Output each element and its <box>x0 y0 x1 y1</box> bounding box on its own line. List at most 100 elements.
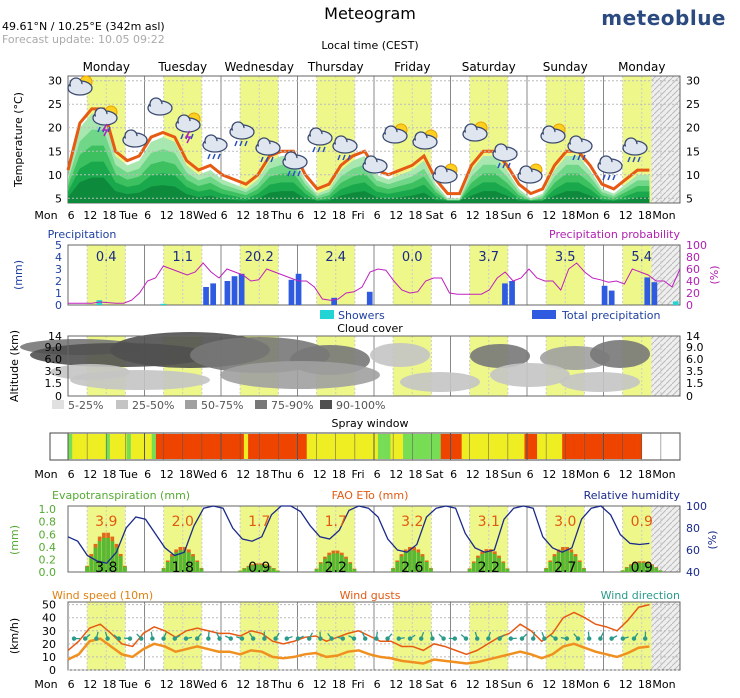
spray-cell <box>520 434 525 459</box>
spray-cell <box>394 434 400 459</box>
evap-bar <box>416 552 421 572</box>
spray-cell <box>197 434 203 459</box>
precip-bar <box>644 277 651 305</box>
x-tick-label: 6 <box>374 678 381 691</box>
cloud-y-tick-right: 6.0 <box>686 353 704 366</box>
sun-icon <box>412 129 438 150</box>
cloud-fill <box>414 138 436 148</box>
brand-logo[interactable]: meteoblue <box>601 6 726 30</box>
fao-daily-total: 3.9 <box>95 514 117 530</box>
spray-cell <box>88 434 94 459</box>
spray-cell <box>574 434 580 459</box>
evap-daily-total: 2.7 <box>554 560 576 576</box>
cloud-fill <box>149 104 171 114</box>
spray-cell <box>235 434 241 459</box>
rain-drop <box>612 174 616 181</box>
evap-bar <box>565 550 569 572</box>
x-tick-label: 12 <box>389 678 403 691</box>
evap-bar <box>118 556 123 572</box>
spray-cell <box>273 434 278 459</box>
spray-cell <box>114 434 119 459</box>
spray-cell <box>562 434 567 459</box>
x-tick-label: Fri <box>351 468 364 481</box>
precip-bar <box>366 291 373 305</box>
evap-bar <box>238 570 242 572</box>
x-tick-label: 12 <box>389 468 403 481</box>
spray-cell <box>72 434 77 459</box>
cloud-legend-swatch <box>52 400 64 409</box>
precip-title: Precipitation <box>48 228 117 241</box>
evap-bar <box>484 552 489 572</box>
precip-bar <box>224 281 231 305</box>
temp-y-tick: 20 <box>48 122 62 135</box>
spray-cell <box>566 434 571 459</box>
x-tick-label: Mon <box>652 468 675 481</box>
temp-fill-layer <box>68 161 650 203</box>
wind-dir-arrow <box>549 634 556 640</box>
cloud-blob <box>370 343 430 367</box>
precip-bar <box>160 303 167 305</box>
spray-cell <box>130 434 136 459</box>
daily-precip-total: 0.4 <box>96 250 117 265</box>
spray-cell <box>181 434 186 459</box>
x-tick-label: 6 <box>68 678 75 691</box>
precip-y-tick: 0 <box>55 299 62 312</box>
wind-dir-arrow <box>541 631 546 639</box>
lightning <box>101 123 109 137</box>
evap-bar <box>633 563 638 572</box>
spray-cell <box>365 434 370 459</box>
x-tick-label: Wed <box>193 678 217 691</box>
evap-bar <box>344 558 348 572</box>
spray-cell <box>541 434 546 459</box>
spray-cell <box>256 434 261 459</box>
evap-y-tick: 0.2 <box>39 553 57 566</box>
spray-cell <box>633 434 638 459</box>
precip-bar <box>331 297 337 305</box>
spray-cell <box>549 434 555 459</box>
spray-cell <box>390 434 395 459</box>
wind-y-tick: 40 <box>42 612 56 625</box>
x-tick-label: 12 <box>542 678 556 691</box>
evap-bar <box>191 556 195 572</box>
fao-daily-total: 3.0 <box>554 514 576 530</box>
total-legend-label: Total precipitation <box>561 309 661 322</box>
spray-cell <box>101 434 106 459</box>
wind-dir-arrow <box>308 632 314 639</box>
rain-icon <box>597 155 623 181</box>
sun-icon <box>517 163 543 184</box>
wind-dir-title: Wind direction <box>601 589 680 602</box>
wind-gusts-line <box>67 603 650 656</box>
precip-y-tick-right: 80 <box>686 251 700 264</box>
spray-cell <box>227 434 232 459</box>
wind-dir-arrow <box>336 636 343 640</box>
x-tick-label: 18 <box>485 209 499 222</box>
evap-bar <box>501 562 506 572</box>
spray-cell <box>143 434 148 459</box>
evap-bar <box>327 555 332 572</box>
x-tick-label: 12 <box>160 678 174 691</box>
evap-daily-total: 1.8 <box>172 560 194 576</box>
no-data-area <box>651 76 680 203</box>
evap-bar <box>556 552 561 572</box>
fao-daily-total: 0.9 <box>631 514 653 530</box>
wind-dir-arrow <box>327 632 333 640</box>
cloud-fill <box>177 121 199 131</box>
spray-cell <box>423 434 429 459</box>
rain-drop <box>265 156 269 163</box>
evap-bar <box>544 568 548 572</box>
spray-cell <box>361 434 366 459</box>
spray-cell <box>382 434 387 459</box>
spray-cell <box>470 434 475 459</box>
spray-cell <box>373 434 379 459</box>
x-tick-label: 18 <box>102 209 116 222</box>
x-tick-label: 18 <box>102 468 116 481</box>
daily-precip-total: 3.7 <box>478 250 499 265</box>
evap-bar <box>178 550 183 572</box>
humidity-y-tick: 80 <box>686 522 700 535</box>
evap-bar <box>650 565 654 572</box>
rain-drop <box>502 162 506 169</box>
evap-bar <box>476 557 480 572</box>
cloud-fill <box>494 150 516 160</box>
spray-cell <box>80 434 86 459</box>
x-tick-label: 18 <box>102 678 116 691</box>
